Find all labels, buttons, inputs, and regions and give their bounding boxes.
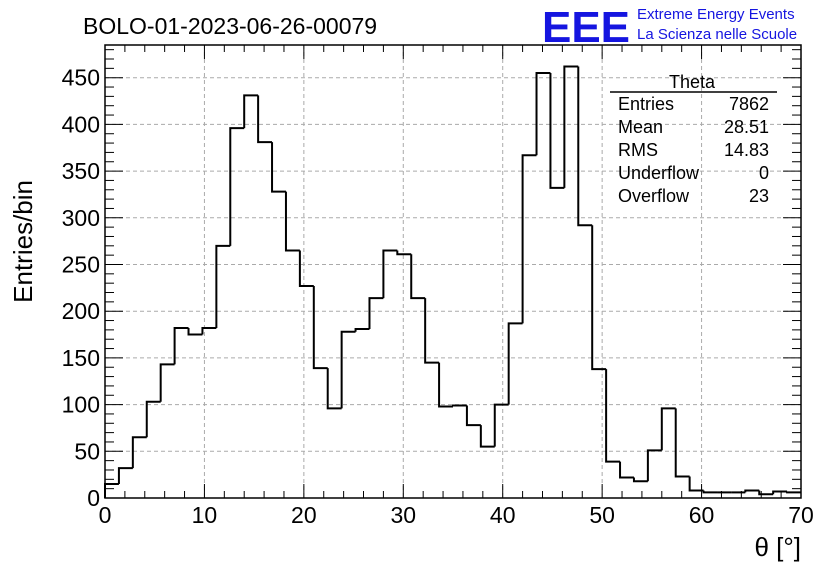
y-tick-label: 100 xyxy=(62,392,100,418)
y-tick-label: 250 xyxy=(62,251,100,277)
x-tick-label: 50 xyxy=(589,502,615,528)
histogram-bin xyxy=(521,154,537,324)
y-tick-label: 150 xyxy=(62,345,100,371)
histogram-bin xyxy=(159,363,175,402)
histogram-bin xyxy=(549,73,565,189)
y-tick-label: 400 xyxy=(62,111,100,137)
x-tick-label: 30 xyxy=(390,502,416,528)
histogram-bin xyxy=(702,490,718,494)
eee-logo: EEE xyxy=(542,3,630,52)
histogram-bin xyxy=(229,127,245,246)
y-tick-label: 350 xyxy=(62,158,100,184)
histogram-bin xyxy=(688,476,704,492)
histogram-bin xyxy=(452,404,467,407)
histogram-bin xyxy=(326,368,342,410)
histogram-bin xyxy=(215,244,231,329)
histogram-bin xyxy=(493,403,509,447)
histogram-bin xyxy=(271,142,286,193)
stats-label-rms: RMS xyxy=(618,140,658,160)
grid-lines xyxy=(105,45,801,498)
plot-frame xyxy=(104,44,802,499)
axis-ticks xyxy=(104,45,802,499)
histogram-bin xyxy=(479,425,495,448)
histogram-bin xyxy=(410,254,426,300)
histogram-bin xyxy=(758,490,774,496)
x-tick-label: 40 xyxy=(490,502,516,528)
histogram-bin xyxy=(591,225,607,371)
histogram-bin xyxy=(646,449,662,482)
stats-value-overflow: 23 xyxy=(749,186,769,206)
x-axis-title: θ [°] xyxy=(754,532,801,562)
y-axis-title: Entries/bin xyxy=(8,180,38,303)
y-tick-label: 50 xyxy=(74,438,100,464)
histogram-bin xyxy=(605,369,621,463)
histogram-bin xyxy=(368,297,384,329)
histogram-bin xyxy=(257,95,273,144)
histogram-bin xyxy=(354,327,370,332)
stats-label-underflow: Underflow xyxy=(618,163,700,183)
histogram-bin xyxy=(382,249,398,299)
histogram-bin xyxy=(131,436,147,469)
histogram-bin xyxy=(674,408,690,478)
histogram-series xyxy=(104,65,801,498)
histogram-bin xyxy=(577,66,593,227)
histogram-bin xyxy=(243,94,259,129)
x-tick-label: 10 xyxy=(192,502,218,528)
histogram-bin xyxy=(145,400,161,438)
y-tick-label: 200 xyxy=(62,298,100,324)
x-tick-label: 20 xyxy=(291,502,317,528)
logo-line-1: Extreme Energy Events xyxy=(637,6,795,23)
y-tick-label: 0 xyxy=(87,485,100,511)
histogram-bin xyxy=(173,327,189,365)
histogram-bin xyxy=(438,362,453,408)
histogram-bin xyxy=(396,250,412,256)
histogram-bin xyxy=(660,407,676,451)
histogram-bin xyxy=(201,327,217,335)
stats-value-entries: 7862 xyxy=(729,94,769,114)
stats-box: Theta Entries 7862 Mean 28.51 RMS 14.83 … xyxy=(610,72,777,206)
stats-value-mean: 28.51 xyxy=(724,117,769,137)
histogram-bin xyxy=(298,250,314,287)
histogram-bin xyxy=(619,461,634,479)
x-tick-label: 60 xyxy=(689,502,715,528)
stats-label-mean: Mean xyxy=(618,117,663,137)
x-tick-label: 0 xyxy=(99,502,112,528)
stats-value-underflow: 0 xyxy=(759,163,769,183)
stats-value-rms: 14.83 xyxy=(724,140,769,160)
stats-name: Theta xyxy=(669,72,716,92)
histogram-bin xyxy=(312,285,328,370)
histogram-bin xyxy=(465,405,481,427)
histogram-bin xyxy=(786,491,801,494)
stats-label-entries: Entries xyxy=(618,94,674,114)
histogram-bin xyxy=(284,191,300,252)
y-tick-label: 450 xyxy=(62,65,100,91)
histogram-bin xyxy=(507,322,523,405)
histogram-bin xyxy=(772,490,788,495)
histogram-bin xyxy=(424,298,440,364)
histogram-bin xyxy=(535,72,551,156)
logo-line-2: La Scienza nelle Scuole xyxy=(637,26,797,43)
stats-label-overflow: Overflow xyxy=(618,186,690,206)
histogram-bin xyxy=(187,328,203,336)
histogram-bin xyxy=(563,65,579,188)
histogram-bin xyxy=(104,482,119,498)
tick-labels: 0 10 20 30 40 50 60 70 0 50 100 150 200 250 300 350 400 4… xyxy=(62,65,814,528)
histogram-bin xyxy=(117,467,133,484)
histogram-title: BOLO-01-2023-06-26-00079 xyxy=(83,13,377,39)
histogram-bin xyxy=(632,477,648,483)
y-tick-label: 300 xyxy=(62,205,100,231)
x-tick-label: 70 xyxy=(788,502,814,528)
histogram-bin xyxy=(340,330,356,409)
histogram-bin xyxy=(744,489,760,493)
